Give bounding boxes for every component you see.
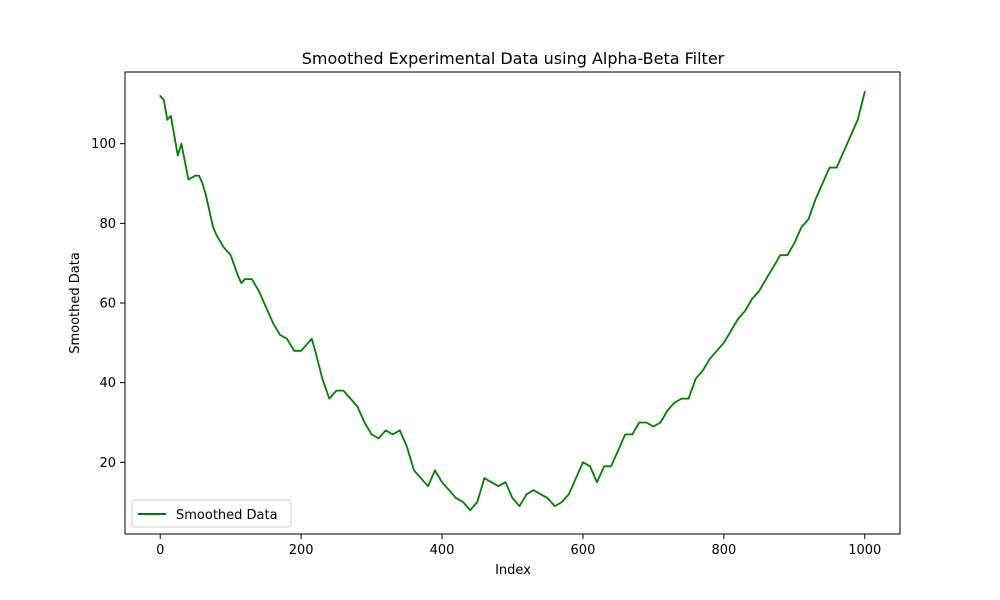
legend-box (131, 499, 292, 528)
y-tick-label: 60 (99, 297, 116, 312)
y-tick-label: 40 (99, 376, 116, 391)
x-tick-label: 200 (289, 543, 314, 558)
x-tick-label: 1000 (848, 543, 881, 558)
y-tick-label: 20 (99, 456, 116, 471)
legend-label: Smoothed Data (176, 508, 278, 523)
plot-area: 0 200 400 600 800 1000 20 40 60 80 100 (91, 71, 901, 558)
y-tick-label: 80 (99, 217, 116, 232)
series-line-0 (159, 91, 866, 512)
x-tick-label: 400 (430, 543, 455, 558)
chart-title: Smoothed Experimental Data using Alpha-B… (302, 49, 725, 68)
legend: Smoothed Data (131, 499, 292, 528)
x-tick-label: 800 (711, 543, 736, 558)
x-tick-label: 0 (156, 543, 164, 558)
x-tick-label: 600 (571, 543, 596, 558)
x-axis-title: Index (495, 563, 531, 578)
y-tick-label: 100 (91, 137, 116, 152)
y-axis-title: Smoothed Data (68, 252, 83, 354)
